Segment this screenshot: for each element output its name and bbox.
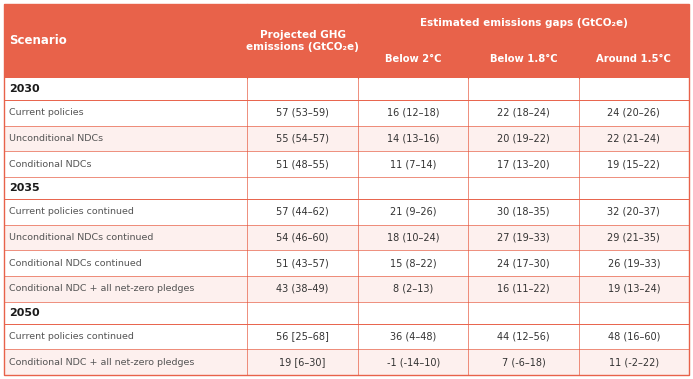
Text: 2050: 2050 [9,308,40,318]
Text: Estimated emissions gaps (GtCO₂e): Estimated emissions gaps (GtCO₂e) [420,17,627,28]
Bar [4,276,689,302]
Text: 16 (12–18): 16 (12–18) [387,108,439,118]
Text: Scenario: Scenario [9,34,67,47]
Text: 26 (19–33): 26 (19–33) [608,258,660,268]
Text: Conditional NDCs continued: Conditional NDCs continued [9,258,142,268]
Text: Around 1.5°C: Around 1.5°C [597,55,672,64]
Text: 11 (-2–22): 11 (-2–22) [608,357,659,367]
Text: 11 (7–14): 11 (7–14) [390,159,437,169]
Bar [4,177,689,199]
Text: Current policies continued: Current policies continued [9,332,134,341]
Bar [4,100,689,126]
Text: 20 (19–22): 20 (19–22) [497,133,550,144]
Text: Unconditional NDCs: Unconditional NDCs [9,134,103,143]
Text: 14 (13–16): 14 (13–16) [387,133,439,144]
Text: 29 (21–35): 29 (21–35) [608,232,660,243]
Text: 8 (2–13): 8 (2–13) [393,284,433,294]
Bar [579,41,689,78]
Text: 17 (13–20): 17 (13–20) [498,159,550,169]
Text: Projected GHG
emissions (GtCO₂e): Projected GHG emissions (GtCO₂e) [246,30,359,52]
Text: 7 (-6–18): 7 (-6–18) [502,357,545,367]
Bar [4,225,689,251]
Bar [4,349,689,375]
Text: 19 [6–30]: 19 [6–30] [279,357,326,367]
Text: 24 (17–30): 24 (17–30) [498,258,550,268]
Text: 51 (43–57): 51 (43–57) [277,258,329,268]
Text: 27 (19–33): 27 (19–33) [498,232,550,243]
Text: Below 2°C: Below 2°C [385,55,441,64]
Text: 22 (21–24): 22 (21–24) [608,133,660,144]
Text: 56 [25–68]: 56 [25–68] [277,332,329,341]
Bar [4,78,689,100]
Text: 21 (9–26): 21 (9–26) [390,207,437,217]
Text: 22 (18–24): 22 (18–24) [497,108,550,118]
Text: 36 (4–48): 36 (4–48) [390,332,437,341]
Text: Conditional NDC + all net-zero pledges: Conditional NDC + all net-zero pledges [9,284,194,293]
Text: 32 (20–37): 32 (20–37) [608,207,660,217]
Text: Conditional NDC + all net-zero pledges: Conditional NDC + all net-zero pledges [9,358,194,366]
Text: 2035: 2035 [9,183,40,193]
Text: -1 (-14–10): -1 (-14–10) [387,357,440,367]
Text: Below 1.8°C: Below 1.8°C [490,55,557,64]
Bar [4,199,689,225]
Bar [247,4,358,78]
Text: 43 (38–49): 43 (38–49) [277,284,329,294]
Text: 57 (44–62): 57 (44–62) [277,207,329,217]
Text: 30 (18–35): 30 (18–35) [498,207,550,217]
Text: 57 (53–59): 57 (53–59) [277,108,329,118]
Text: 19 (15–22): 19 (15–22) [608,159,660,169]
Bar [358,41,468,78]
Text: Conditional NDCs: Conditional NDCs [9,160,91,169]
Bar [4,126,689,151]
Bar [4,302,689,324]
Text: 19 (13–24): 19 (13–24) [608,284,660,294]
Text: 16 (11–22): 16 (11–22) [498,284,550,294]
Bar [468,41,579,78]
Text: 51 (48–55): 51 (48–55) [277,159,329,169]
Text: Current policies continued: Current policies continued [9,207,134,216]
Bar [358,4,689,41]
Bar [4,4,247,78]
Text: 24 (20–26): 24 (20–26) [608,108,660,118]
Text: 48 (16–60): 48 (16–60) [608,332,660,341]
Text: Current policies: Current policies [9,108,84,117]
Bar [4,251,689,276]
Text: 54 (46–60): 54 (46–60) [277,232,329,243]
Bar [4,151,689,177]
Text: Unconditional NDCs continued: Unconditional NDCs continued [9,233,153,242]
Text: 2030: 2030 [9,84,40,94]
Text: 18 (10–24): 18 (10–24) [387,232,439,243]
Text: 44 (12–56): 44 (12–56) [498,332,550,341]
Text: 15 (8–22): 15 (8–22) [390,258,437,268]
Bar [4,324,689,349]
Text: 55 (54–57): 55 (54–57) [276,133,329,144]
